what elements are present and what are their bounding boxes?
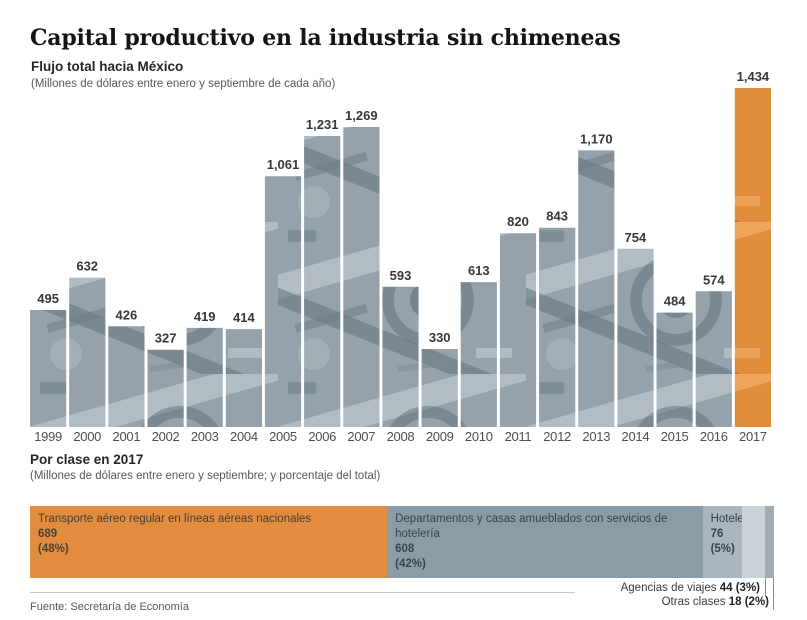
callout-value: 44 [719,582,733,594]
year-label: 2011 [505,429,532,444]
callout-label: Otras clases [661,596,726,608]
segment-pct: (42%) [395,557,426,570]
year-label: 2000 [73,429,101,444]
x-axis-year-labels: 1999 2000 2001 2002 2003 2004 2005 2006 2007 2008… [34,429,767,444]
year-label: 2016 [700,429,728,444]
year-label: 2014 [622,429,650,444]
bar-value-label: 843 [546,209,568,224]
bar-value-label: 613 [468,263,490,278]
year-label: 2017 [739,429,767,444]
bar-value-label: 1,269 [345,108,378,123]
callout-label: Agencias de viajes [620,582,717,594]
breakdown-segment-4 [765,506,774,578]
breakdown-segment-1: Departamentos y casas amueblados con ser… [387,506,703,578]
year-label: 2007 [347,429,375,444]
chart-units-note: (Millones de dólares entre enero y septi… [31,78,336,90]
bar-value-label: 484 [664,294,686,309]
year-label: 2015 [661,429,689,444]
bar-value-label: 754 [625,230,647,245]
money-texture-highlight-bar [734,88,771,427]
class-breakdown-stacked-bar: Transporte aéreo regular en líneas aérea… [30,506,774,578]
bar-value-label: 414 [233,310,255,325]
bar-value-label: 574 [703,272,725,287]
bar-value-label: 1,170 [580,131,613,146]
bar-value-label: 419 [194,309,216,324]
breakdown-heading: Por clase en 2017 [30,452,144,467]
callout-value: 18 [728,596,742,608]
year-label: 2012 [543,429,571,444]
breakdown-units-note: (Millones de dólares entre enero y septi… [30,470,381,482]
bar-value-labels: 495 632 426 327 419 414 1,061 1,231 1,269 593 330 6… [37,69,770,346]
year-label: 2005 [269,429,297,444]
breakdown-segment-2: Hoteles 76 (5%) [702,506,750,578]
segment-value: 608 [395,542,415,555]
segment-value: 76 [710,527,724,540]
segment-label: Departamentos y casas amueblados con ser… [395,513,668,540]
footer-divider [30,592,575,593]
leader-line-otras [773,578,774,610]
year-label: 2008 [387,429,415,444]
bar-value-label: 1,231 [306,117,339,132]
bar-value-label: 632 [76,259,98,274]
year-label: 2013 [582,429,610,444]
bar-chart-svg: 495 632 426 327 419 414 1,061 1,231 1,269 593 330 6… [30,69,771,444]
year-label: 1999 [34,429,62,444]
callout-otras-clases: Otras clases 18 (2%) [360,595,771,609]
money-texture-bars [30,127,732,427]
bar-value-label: 495 [37,291,59,306]
year-label: 2010 [465,429,493,444]
page-title: Capital productivo en la industria sin c… [30,25,621,51]
segment-label: Transporte aéreo regular en líneas aérea… [38,513,312,525]
year-label: 2009 [426,429,454,444]
source-note: Fuente: Secretaría de Economía [30,601,189,613]
callout-pct: (3%) [735,582,760,594]
flow-bar-chart: 495 632 426 327 419 414 1,061 1,231 1,269 593 330 6… [30,69,774,444]
breakdown-callouts: Agencias de viajes 44 (3%) Otras clases … [360,581,771,609]
leader-line-agencias [765,578,766,596]
year-label: 2006 [308,429,336,444]
bar-value-label: 330 [429,330,451,345]
bar-value-label: 593 [390,268,412,283]
chart-subtitle: Flujo total hacia México [31,59,184,74]
bar-value-label: 327 [155,331,177,346]
callout-agencias-de-viajes: Agencias de viajes 44 (3%) [360,581,771,595]
segment-label: Hoteles [710,513,750,525]
bar-value-label: 820 [507,214,529,229]
breakdown-segment-0: Transporte aéreo regular en líneas aérea… [30,506,388,578]
year-label: 2004 [230,429,258,444]
segment-value: 689 [38,527,58,540]
bar-value-label: 426 [116,307,138,322]
year-label: 2001 [113,429,141,444]
bar-value-label: 1,434 [737,70,770,84]
segment-pct: (48%) [38,542,69,555]
bar-value-label: 1,061 [267,157,300,172]
breakdown-segment-3 [741,506,766,578]
callout-pct: (2%) [744,596,769,608]
year-label: 2002 [152,429,180,444]
year-label: 2003 [191,429,219,444]
segment-pct: (5%) [710,542,735,555]
